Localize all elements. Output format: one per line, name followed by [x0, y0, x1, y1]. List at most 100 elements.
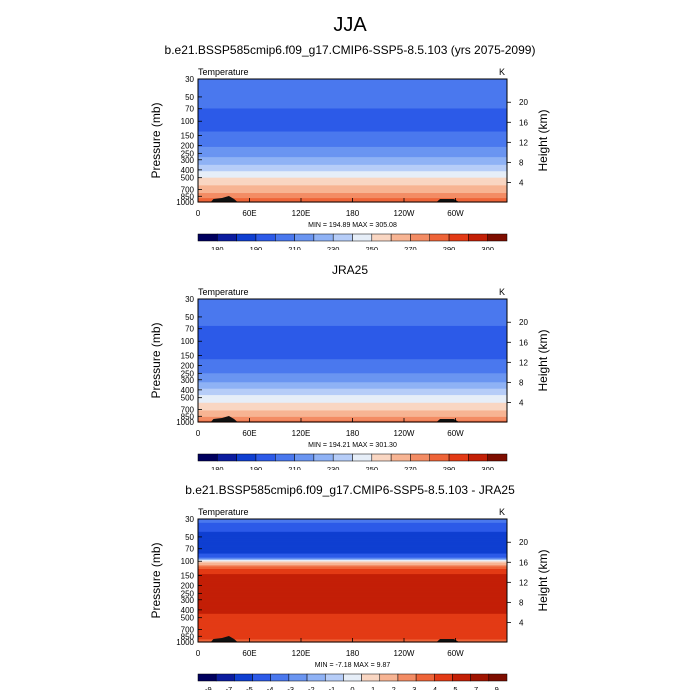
field-band	[198, 381, 507, 383]
height-tick-label: 8	[519, 158, 524, 167]
field-band	[198, 117, 507, 120]
field-band	[198, 328, 507, 331]
field-band	[198, 340, 507, 342]
field-band	[198, 570, 507, 573]
colorbar-cell	[468, 453, 488, 462]
longitude-tick-label: 120E	[292, 429, 311, 438]
field-band	[198, 148, 507, 151]
field-band	[198, 314, 507, 317]
field-band	[198, 554, 507, 557]
y-axis-label-right: Height (km)	[536, 549, 550, 611]
colorbar-label: 290	[443, 245, 456, 250]
pressure-tick-label: 700	[181, 625, 195, 634]
colorbar-cell	[332, 453, 353, 462]
colorbar-label: 230	[327, 465, 340, 470]
colorbar-label: 190	[250, 465, 263, 470]
field-band	[198, 534, 507, 537]
field-band	[198, 370, 507, 373]
pressure-tick-label: 70	[185, 105, 194, 114]
field-band	[198, 157, 507, 160]
field-band	[198, 181, 507, 184]
field-band	[198, 132, 507, 135]
field-band	[198, 594, 507, 597]
pressure-tick-label: 250	[181, 149, 195, 158]
field-band	[198, 306, 507, 309]
longitude-tick-label: 120E	[292, 209, 311, 218]
colorbar-cell	[255, 233, 276, 242]
colorbar-cell	[234, 673, 253, 682]
field-band	[198, 93, 507, 95]
longitude-tick-label: 0	[196, 649, 201, 658]
colorbar-cell	[352, 453, 373, 462]
longitude-tick-label: 60W	[447, 649, 464, 658]
field-band	[198, 574, 507, 576]
y-axis-label-right: Height (km)	[536, 329, 550, 391]
field-band	[198, 563, 507, 566]
field-band	[198, 167, 507, 170]
field-band	[198, 107, 507, 110]
field-band	[198, 601, 507, 603]
field-band	[198, 347, 507, 350]
pressure-tick-label: 70	[185, 325, 194, 334]
pressure-tick-label: 150	[181, 131, 195, 140]
field-band	[198, 169, 507, 172]
height-tick-label: 8	[519, 378, 524, 387]
field-band	[198, 618, 507, 621]
field-band	[198, 552, 507, 555]
field-band	[198, 406, 507, 409]
field-band	[198, 544, 507, 547]
field-band	[198, 313, 507, 315]
field-band	[198, 116, 507, 119]
field-band	[198, 98, 507, 101]
field-band	[198, 84, 507, 87]
pressure-tick-label: 300	[181, 376, 195, 385]
colorbar-cell	[352, 233, 373, 242]
field-band	[198, 597, 507, 600]
field-band	[198, 136, 507, 139]
height-tick-label: 20	[519, 538, 528, 547]
panel-1-temperature-section: 3050701001502002503004005007008501000481…	[149, 67, 550, 250]
field-band	[198, 336, 507, 339]
field-band	[198, 178, 507, 181]
colorbar-cell	[255, 453, 276, 462]
field-band	[198, 334, 507, 337]
field-band	[198, 90, 507, 93]
field-band	[198, 127, 507, 130]
colorbar-cell	[371, 233, 392, 242]
field-band	[198, 519, 507, 521]
colorbar-cell	[324, 673, 344, 682]
field-band	[198, 79, 507, 81]
colorbar-cell	[371, 453, 392, 462]
field-band	[198, 540, 507, 543]
pressure-tick-label: 850	[181, 192, 195, 201]
colorbar-cell	[390, 233, 411, 242]
field-band	[198, 153, 507, 156]
colorbar-cell	[215, 673, 235, 682]
pressure-tick-label: 1000	[176, 638, 194, 647]
colorbar-cell	[429, 453, 450, 462]
height-tick-label: 20	[519, 318, 528, 327]
field-band	[198, 636, 507, 639]
field-band	[198, 164, 507, 167]
colorbar-label: 230	[327, 245, 340, 250]
field-band	[198, 565, 507, 568]
colorbar-label: 180	[211, 465, 224, 470]
field-band	[198, 185, 507, 188]
field-band	[198, 368, 507, 371]
field-band	[198, 630, 507, 633]
field-band	[198, 299, 507, 301]
field-band	[198, 387, 507, 390]
field-band	[198, 405, 507, 408]
field-band	[198, 607, 507, 610]
field-band	[198, 190, 507, 193]
colorbar-cell	[288, 673, 308, 682]
pressure-tick-label: 400	[181, 606, 195, 615]
field-band	[198, 355, 507, 358]
field-band	[198, 369, 507, 372]
field-band	[198, 87, 507, 90]
pressure-tick-label: 500	[181, 394, 195, 403]
colorbar-label: 290	[443, 465, 456, 470]
field-band	[198, 154, 507, 157]
pressure-tick-label: 700	[181, 405, 195, 414]
